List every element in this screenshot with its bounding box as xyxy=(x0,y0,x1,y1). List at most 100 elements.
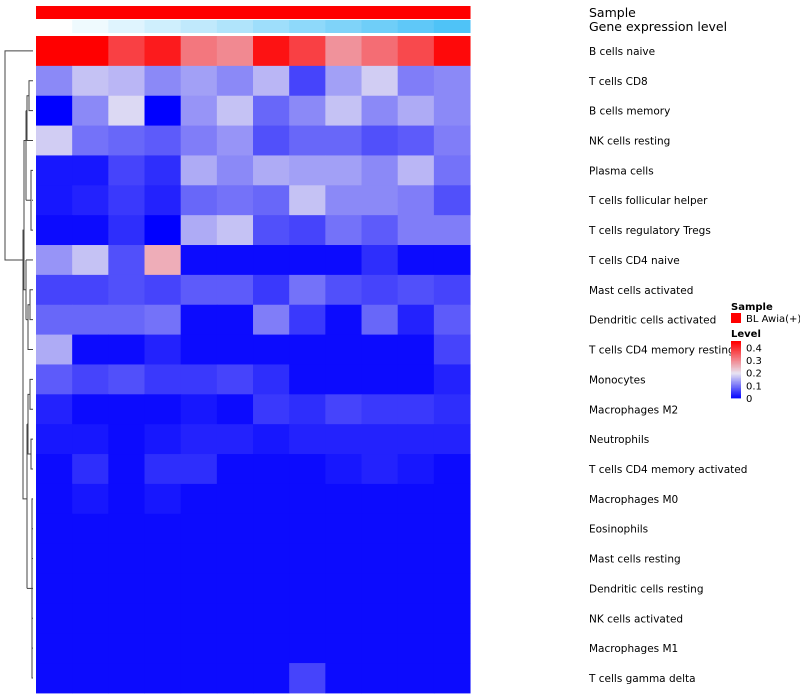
heatmap-cell xyxy=(180,95,218,127)
row-label: Mast cells activated xyxy=(589,285,693,297)
heatmap-cell xyxy=(253,215,290,246)
row-label: Dendritic cells resting xyxy=(589,583,704,595)
heatmap-cell xyxy=(36,483,73,515)
heatmap-cell xyxy=(36,304,73,336)
heatmap-cell xyxy=(72,125,109,156)
legend-tick-label: 0.1 xyxy=(746,381,762,392)
heatmap-cell xyxy=(325,274,363,306)
heatmap-cell xyxy=(361,424,399,455)
heatmap-cell xyxy=(108,304,146,336)
heatmap-cell xyxy=(253,573,290,604)
legend-colorbar-segment xyxy=(731,362,741,365)
legend-colorbar-segment xyxy=(731,366,741,369)
row-label: NK cells activated xyxy=(589,613,683,625)
heatmap-cell xyxy=(36,633,73,664)
heatmap-cell xyxy=(433,424,471,455)
heatmap-cell xyxy=(397,633,435,664)
legend-colorbar-segment xyxy=(731,389,741,392)
heatmap-cell xyxy=(144,155,182,186)
dendrogram-branch xyxy=(30,438,33,470)
heatmap-cell xyxy=(289,364,326,395)
legend-colorbar-segment xyxy=(731,355,741,358)
heatmap-cell xyxy=(144,304,182,336)
sample-track-cell xyxy=(397,6,435,19)
heatmap-cell xyxy=(325,603,363,634)
legend-colorbar-segment xyxy=(731,365,741,368)
heatmap-cell xyxy=(433,394,471,425)
heatmap-cell xyxy=(397,36,435,67)
gene-expression-track-cell xyxy=(253,20,290,33)
heatmap-cell xyxy=(361,543,399,574)
heatmap-cell xyxy=(216,513,254,545)
heatmap-cell xyxy=(325,454,363,485)
heatmap-cell xyxy=(397,513,435,545)
heatmap-cell xyxy=(289,543,326,574)
heatmap-cell xyxy=(180,215,218,246)
heatmap-cell xyxy=(289,215,326,246)
sample-track-cell xyxy=(108,6,146,19)
heatmap-cell xyxy=(397,483,435,515)
heatmap-cell xyxy=(108,274,146,306)
heatmap-cell xyxy=(253,483,290,515)
heatmap-cell xyxy=(216,573,254,604)
heatmap-cell xyxy=(289,394,326,425)
heatmap-cell xyxy=(325,483,363,515)
heatmap-cell xyxy=(36,155,73,186)
heatmap-cell xyxy=(325,125,363,156)
legend-colorbar-segment xyxy=(731,383,741,386)
heatmap-cell xyxy=(108,95,146,127)
legend-colorbar-segment xyxy=(731,348,741,350)
heatmap-cell xyxy=(433,573,471,604)
dendrogram-branch xyxy=(26,95,33,142)
heatmap-cell xyxy=(325,424,363,455)
heatmap-cell xyxy=(253,364,290,395)
heatmap-cell xyxy=(361,185,399,216)
dendrogram-branch xyxy=(29,289,33,321)
heatmap-cell xyxy=(216,364,254,395)
heatmap-cell xyxy=(180,334,218,365)
legend-colorbar-segment xyxy=(731,359,741,362)
heatmap-cell xyxy=(361,215,399,246)
heatmap-cell xyxy=(361,663,399,694)
heatmap-cell xyxy=(433,185,471,216)
heatmap-cell xyxy=(433,454,471,485)
heatmap-cell xyxy=(108,36,146,67)
heatmap-cell xyxy=(36,424,73,455)
dendrogram-branch xyxy=(22,229,27,500)
row-label: Macrophages M1 xyxy=(589,643,678,655)
legend-colorbar-segment xyxy=(731,341,741,343)
heatmap-cell xyxy=(72,304,109,336)
legend-colorbar-segment xyxy=(731,346,741,349)
heatmap-cell xyxy=(289,125,326,156)
row-label: T cells follicular helper xyxy=(588,195,708,207)
heatmap-cell xyxy=(325,663,363,694)
heatmap-cell xyxy=(36,364,73,395)
heatmap-cell xyxy=(433,364,471,395)
heatmap-cell xyxy=(433,245,471,276)
heatmap-cell xyxy=(216,483,254,515)
heatmap-cell xyxy=(325,155,363,186)
gene-expression-track-cell xyxy=(36,20,73,33)
row-label: Neutrophils xyxy=(589,434,649,446)
legend-colorbar-segment xyxy=(731,380,741,383)
heatmap-cell xyxy=(72,483,109,515)
heatmap-cell xyxy=(36,603,73,634)
heatmap-cell xyxy=(144,185,182,216)
heatmap-cell xyxy=(325,394,363,425)
heatmap-cell xyxy=(144,663,182,694)
heatmap-cell xyxy=(180,245,218,276)
heatmap-cell xyxy=(36,274,73,306)
heatmap-cell xyxy=(216,36,254,67)
legend-colorbar-segment xyxy=(731,372,741,375)
heatmap-cell xyxy=(253,36,290,67)
sample-track-cell xyxy=(36,6,73,19)
heatmap-cell xyxy=(180,274,218,306)
heatmap-cell xyxy=(72,95,109,127)
heatmap-cell xyxy=(108,663,146,694)
heatmap-cell xyxy=(108,125,146,156)
row-label: Monocytes xyxy=(589,374,646,386)
heatmap-cell xyxy=(144,364,182,395)
row-labels: B cells naive T cells CD8 B cells memory NK… xyxy=(588,46,747,685)
heatmap-cell xyxy=(180,513,218,545)
